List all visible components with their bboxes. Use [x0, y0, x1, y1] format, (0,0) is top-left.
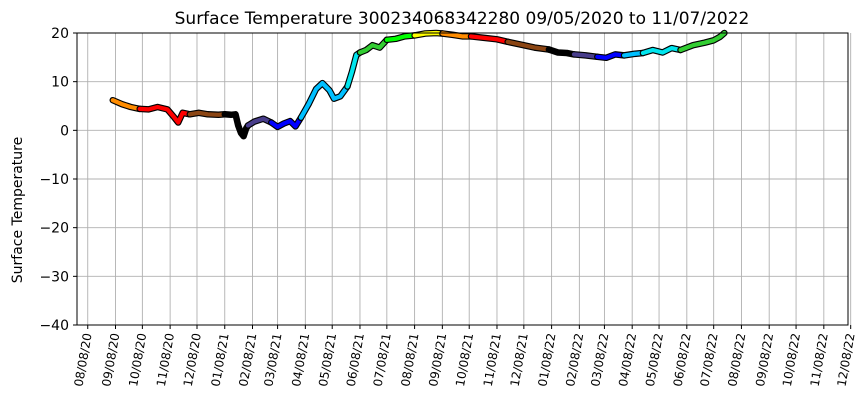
x-tick-label: 08/08/21 [398, 332, 421, 388]
x-tick-label: 12/08/22 [834, 332, 857, 388]
x-tick-label: 04/08/22 [616, 332, 639, 388]
x-tick-label: 03/08/22 [588, 332, 611, 388]
y-axis-ticks: −40 −30 −20 −10 0 10 20 [39, 26, 77, 334]
series-line [505, 39, 552, 52]
x-tick-label: 07/08/21 [371, 332, 394, 388]
x-tick-label: 10/08/22 [780, 332, 803, 388]
series-line [245, 116, 274, 128]
series-line [571, 52, 600, 59]
series-line [440, 31, 474, 39]
series-line [298, 80, 350, 120]
y-tick-label: −40 [39, 318, 69, 334]
x-tick-label: 09/08/20 [99, 332, 122, 388]
x-tick-label: 11/08/21 [481, 332, 504, 388]
series-line [595, 52, 627, 60]
y-axis-label: Surface Temperature [10, 137, 26, 283]
x-tick-label: 05/08/22 [643, 332, 666, 388]
series-line [384, 33, 417, 42]
series-line [468, 34, 510, 44]
x-tick-label: 03/08/21 [261, 332, 284, 388]
series-line [678, 30, 727, 53]
x-tick-label: 02/08/22 [563, 332, 586, 388]
y-tick-label: 10 [51, 75, 69, 91]
x-tick-label: 01/08/22 [535, 332, 558, 388]
series-line [137, 104, 192, 125]
y-tick-label: 20 [51, 26, 69, 42]
y-tick-label: −30 [39, 269, 69, 285]
x-tick-label: 10/08/20 [126, 332, 149, 388]
y-tick-label: 0 [60, 123, 69, 139]
data-series [109, 29, 728, 140]
y-tick-label: −10 [39, 172, 69, 188]
x-tick-label: 08/08/22 [725, 332, 748, 388]
x-tick-label: 07/08/22 [697, 332, 720, 388]
x-tick-label: 10/08/21 [453, 332, 476, 388]
series-line [110, 98, 142, 112]
x-tick-label: 09/08/22 [753, 332, 776, 388]
x-tick-label: 02/08/21 [236, 332, 259, 388]
x-axis-ticks: 08/08/20 09/08/20 10/08/20 11/08/20 12/08/20… [72, 325, 858, 388]
x-tick-label: 04/08/21 [289, 332, 312, 388]
x-tick-label: 09/08/21 [426, 332, 449, 388]
series-line [640, 45, 683, 56]
series-line [187, 110, 227, 117]
series-line [269, 115, 303, 130]
x-tick-label: 12/08/20 [181, 332, 204, 388]
x-tick-label: 01/08/21 [209, 332, 232, 388]
x-tick-label: 12/08/21 [508, 332, 531, 388]
series-line [222, 112, 251, 139]
x-tick-label: 06/08/21 [344, 332, 367, 388]
chart-title: Surface Temperature 300234068342280 09/0… [175, 9, 750, 29]
series-line-outline [297, 79, 351, 121]
x-tick-label: 11/08/22 [808, 332, 831, 388]
series-line [546, 47, 577, 57]
y-tick-label: −20 [39, 221, 69, 237]
grid-lines [77, 32, 852, 326]
series-line [357, 37, 389, 55]
x-tick-label: 11/08/20 [154, 332, 177, 388]
x-tick-label: 05/08/21 [316, 332, 339, 388]
x-tick-label: 08/08/20 [72, 332, 95, 388]
x-tick-label: 06/08/22 [671, 332, 694, 388]
